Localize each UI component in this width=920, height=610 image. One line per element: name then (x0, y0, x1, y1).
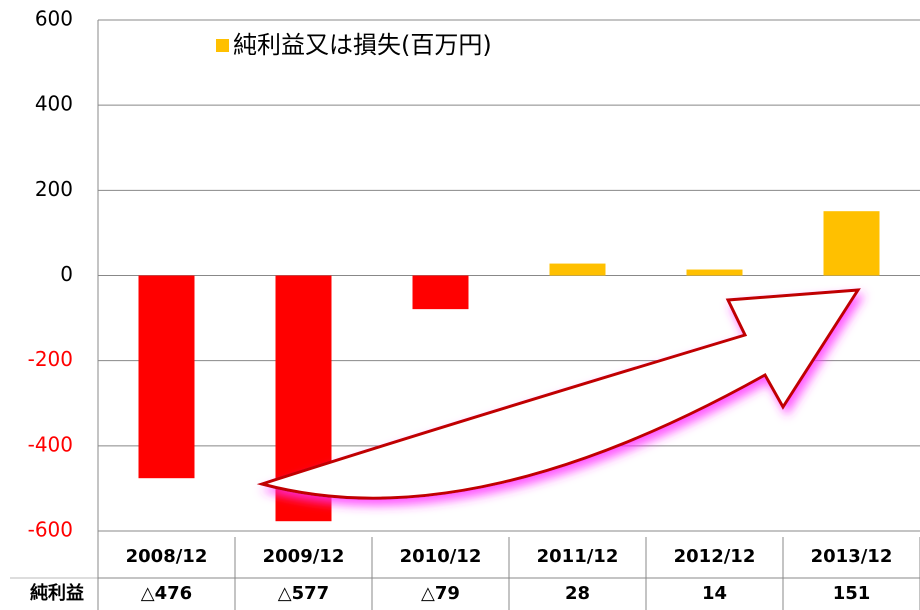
y-tick-label: 200 (35, 177, 73, 201)
value-label: △476 (141, 583, 192, 604)
y-tick-label: -200 (28, 347, 73, 371)
trend-arrow (256, 288, 861, 500)
bar (686, 269, 743, 276)
x-tick-label: 2013/12 (811, 546, 893, 567)
legend-label: 純利益又は損失(百万円) (233, 31, 492, 59)
y-tick-label: -400 (28, 432, 73, 456)
y-tick-label: 600 (35, 7, 73, 31)
value-label: 151 (833, 583, 871, 604)
x-tick-label: 2011/12 (537, 546, 619, 567)
legend-swatch (216, 39, 229, 52)
bar (549, 263, 606, 276)
bar (412, 275, 469, 310)
value-label: △577 (278, 583, 329, 604)
value-label: 28 (565, 583, 590, 604)
value-label: 14 (702, 583, 727, 604)
y-tick-label: 400 (35, 92, 73, 116)
y-tick-label: 0 (60, 262, 73, 286)
x-tick-label: 2010/12 (400, 546, 482, 567)
bar (138, 275, 195, 479)
table-row-label: 純利益 (30, 582, 84, 604)
y-tick-label: -600 (28, 518, 73, 542)
x-tick-label: 2012/12 (674, 546, 756, 567)
x-tick-label: 2008/12 (126, 546, 208, 567)
value-label: △79 (421, 583, 460, 604)
x-tick-label: 2009/12 (263, 546, 345, 567)
bar (823, 211, 880, 276)
labels: -600 -400 -200 0 200 400 600 2008/12 △476 2009/12… (28, 7, 893, 605)
grid (10, 19, 920, 610)
